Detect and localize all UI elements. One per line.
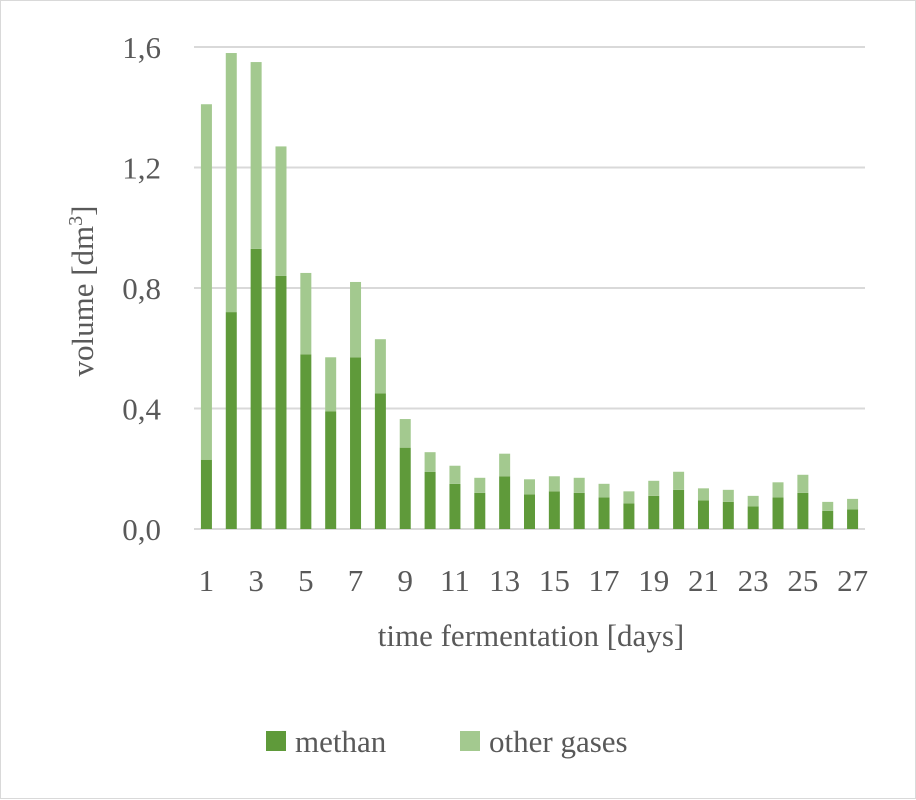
- y-axis-title: volume [dm3]: [65, 206, 100, 377]
- bar-methan: [623, 503, 635, 529]
- bar-methan: [499, 476, 511, 529]
- bar-methan: [474, 492, 486, 529]
- bar-methan: [573, 492, 585, 529]
- bar-methan: [200, 459, 212, 529]
- y-tick-labels: 0,0 0,4 0,8 1,2 1,6: [122, 30, 161, 547]
- x-tick-label: 17: [589, 563, 620, 598]
- bar-other-gases: [623, 491, 635, 504]
- bar-other-gases: [250, 62, 262, 249]
- bar-other-gases: [722, 489, 734, 502]
- bar-other-gases: [300, 272, 312, 355]
- bar-other-gases: [822, 501, 834, 511]
- y-axis-title-sup: 3: [65, 216, 87, 226]
- x-tick-label: 15: [539, 563, 570, 598]
- bar-methan: [350, 357, 362, 529]
- x-tick-label: 23: [738, 563, 769, 598]
- bar-other-gases: [747, 495, 759, 507]
- x-tick-label: 9: [397, 563, 413, 598]
- y-tick-label: 1,6: [122, 30, 161, 65]
- legend: methan other gases: [266, 724, 628, 759]
- bar-methan: [225, 312, 237, 529]
- bar-methan: [673, 489, 685, 529]
- bar-methan: [747, 506, 759, 529]
- x-tick-label: 3: [248, 563, 264, 598]
- y-tick-label: 0,8: [122, 271, 161, 306]
- bar-methan: [822, 510, 834, 529]
- bar-other-gases: [275, 146, 287, 276]
- x-tick-labels: 1 3 5 7 9 11 13 15 17 19 21 23 25 27: [199, 563, 868, 598]
- bar-other-gases: [424, 452, 436, 472]
- bar-methan: [250, 248, 262, 529]
- bar-other-gases: [673, 471, 685, 490]
- bar-other-gases: [548, 476, 560, 492]
- x-tick-label: 21: [688, 563, 719, 598]
- bar-other-gases: [797, 474, 809, 493]
- y-tick-label: 0,0: [122, 512, 161, 547]
- bar-methan: [374, 393, 386, 529]
- legend-label-other-gases: other gases: [489, 724, 628, 759]
- x-tick-label: 25: [787, 563, 818, 598]
- bar-methan: [399, 447, 411, 529]
- x-tick-label: 11: [440, 563, 470, 598]
- x-tick-label: 7: [348, 563, 364, 598]
- bar-methan: [300, 354, 312, 529]
- bar-other-gases: [573, 477, 585, 493]
- x-tick-label: 13: [489, 563, 520, 598]
- bar-other-gases: [847, 498, 859, 510]
- bar-other-gases: [648, 480, 660, 496]
- y-axis-title-close: ]: [65, 206, 100, 216]
- bar-methan: [772, 497, 784, 529]
- legend-label-methan: methan: [295, 724, 387, 759]
- bar-methan: [449, 483, 461, 529]
- bar-methan: [697, 500, 709, 529]
- y-tick-label: 1,2: [122, 151, 161, 186]
- y-axis-title-main: volume [dm: [65, 226, 100, 377]
- bar-other-gases: [399, 419, 411, 448]
- bar-other-gases: [200, 104, 212, 460]
- bar-other-gases: [598, 483, 610, 498]
- legend-swatch-methan: [266, 731, 286, 751]
- bar-other-gases: [524, 479, 535, 495]
- x-tick-label: 27: [837, 563, 868, 598]
- bar-methan: [424, 471, 436, 529]
- bar-methan: [722, 501, 734, 529]
- bar-methan: [847, 509, 859, 529]
- y-tick-label: 0,4: [122, 392, 161, 427]
- bar-other-gases: [325, 357, 337, 412]
- bar-other-gases: [225, 53, 237, 313]
- bar-methan: [524, 494, 535, 529]
- bar-methan: [548, 491, 560, 529]
- bar-methan: [275, 275, 287, 529]
- bar-methan: [325, 411, 337, 529]
- bar-other-gases: [374, 339, 386, 394]
- bar-other-gases: [350, 281, 362, 358]
- x-tick-label: 19: [638, 563, 669, 598]
- x-tick-label: 5: [298, 563, 314, 598]
- bar-other-gases: [499, 453, 511, 477]
- bar-other-gases: [474, 477, 486, 493]
- gridlines: [194, 46, 865, 530]
- bar-methan: [648, 495, 660, 529]
- bar-methan: [598, 497, 610, 529]
- x-tick-label: 1: [199, 563, 215, 598]
- x-axis-title: time fermentation [days]: [378, 618, 684, 653]
- bar-other-gases: [697, 488, 709, 501]
- bar-other-gases: [449, 465, 461, 484]
- legend-swatch-other-gases: [460, 731, 480, 751]
- bars: [200, 53, 859, 529]
- bar-other-gases: [772, 482, 784, 498]
- bar-methan: [797, 492, 809, 529]
